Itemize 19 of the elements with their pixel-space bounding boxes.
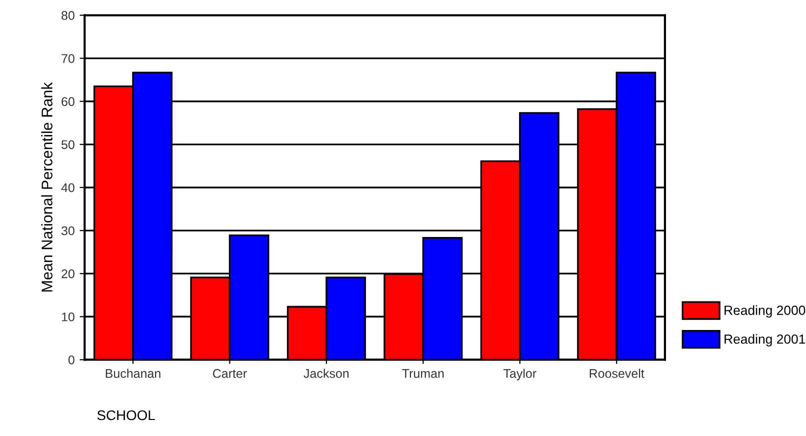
x-tick-label: Taylor	[503, 368, 536, 380]
x-tick-label: Buchanan	[106, 368, 160, 378]
legend-label: Reading 2001	[724, 334, 806, 346]
y-tick-label: 40	[61, 183, 74, 192]
y-tick-label: 80	[62, 11, 74, 20]
x-tick-label: Jackson	[304, 368, 349, 378]
x-tick-label: Truman	[402, 369, 444, 378]
x-tick-label: Carter	[212, 369, 247, 378]
x-axis-title: SCHOOL	[97, 410, 155, 420]
y-tick-label: 30	[61, 226, 74, 236]
y-axis-title: Mean National Percentile Rank	[41, 82, 52, 292]
y-tick-label: 60	[62, 97, 74, 106]
y-tick-label: 50	[62, 140, 74, 150]
y-tick-label: 70	[62, 54, 74, 63]
y-tick-label: 20	[62, 269, 74, 278]
y-tick-label: 10	[62, 312, 74, 322]
y-tick-label: 0	[68, 356, 74, 364]
legend-label: Reading 2000	[724, 305, 806, 318]
x-tick-label: Roosevelt	[590, 368, 644, 378]
